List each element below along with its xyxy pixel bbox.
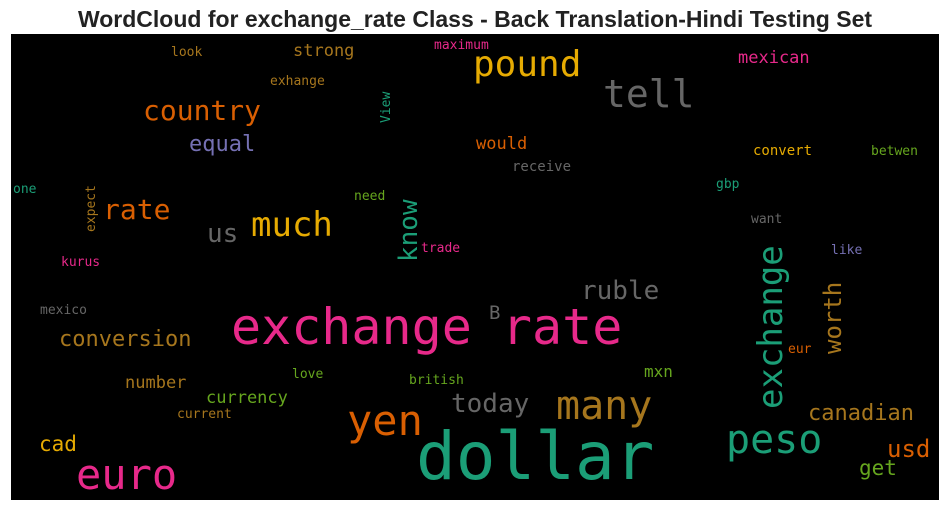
wordcloud-word: dollar <box>416 418 655 495</box>
wordcloud-word: receive <box>512 159 572 175</box>
chart-title: WordCloud for exchange_rate Class - Back… <box>77 6 873 32</box>
wordcloud-word: rate <box>103 193 171 226</box>
wordcloud-word: pound <box>473 44 582 85</box>
wordcloud-word: exhange <box>270 74 325 89</box>
wordcloud-word: get <box>859 456 897 480</box>
wordcloud-word: worth <box>819 281 847 354</box>
wordcloud-word: expect <box>84 185 99 232</box>
wordcloud-word: want <box>751 212 783 227</box>
wordcloud-word: tell <box>603 72 695 116</box>
wordcloud-word: us <box>207 219 239 249</box>
wordcloud-word: need <box>354 189 386 204</box>
wordcloud-word: one <box>13 182 37 197</box>
wordcloud-word: canadian <box>808 401 914 426</box>
wordcloud-word: currency <box>206 388 288 408</box>
wordcloud-word: mxn <box>644 362 673 381</box>
wordcloud-word: eur <box>788 342 812 357</box>
wordcloud-word: know <box>394 199 424 262</box>
wordcloud-word: mexico <box>40 303 87 318</box>
wordcloud-word: View <box>379 91 394 123</box>
wordcloud-word: ruble <box>581 276 660 306</box>
wordcloud-word: kurus <box>61 255 101 270</box>
wordcloud-word: current <box>177 407 232 422</box>
wordcloud-word: exchange rate <box>231 298 623 356</box>
wordcloud-word: british <box>409 373 464 388</box>
wordcloud-word: yen <box>347 396 423 445</box>
wordcloud-word: usd <box>887 435 931 463</box>
wordcloud-word: equal <box>189 132 256 157</box>
wordcloud-word: would <box>476 134 528 154</box>
wordcloud-word: peso <box>726 417 823 463</box>
wordcloud-word: betwen <box>871 144 918 159</box>
wordcloud-word: like <box>831 243 863 258</box>
wordcloud-word: convert <box>753 143 813 159</box>
wordcloud-word: conversion <box>59 327 192 352</box>
wordcloud-word: love <box>292 367 324 382</box>
wordcloud-word: cad <box>39 432 77 456</box>
wordcloud-word: euro <box>76 450 178 499</box>
wordcloud-word: mexican <box>738 48 810 68</box>
wordcloud-word: much <box>251 205 333 245</box>
wordcloud-word: B <box>489 302 501 324</box>
wordcloud-word: country <box>143 94 262 127</box>
wordcloud-word: look <box>171 45 203 60</box>
wordcloud-word: strong <box>293 41 355 61</box>
wordcloud-word: exchange <box>751 245 791 409</box>
wordcloud-word: many <box>556 383 653 429</box>
wordcloud-canvas: exchange rate dollar euro yen peso many exchan… <box>11 34 939 500</box>
wordcloud-word: number <box>125 373 187 393</box>
wordcloud-word: maximum <box>434 38 489 53</box>
wordcloud-word: today <box>451 389 530 419</box>
wordcloud-word: trade <box>421 241 461 256</box>
wordcloud-word: gbp <box>716 177 740 192</box>
